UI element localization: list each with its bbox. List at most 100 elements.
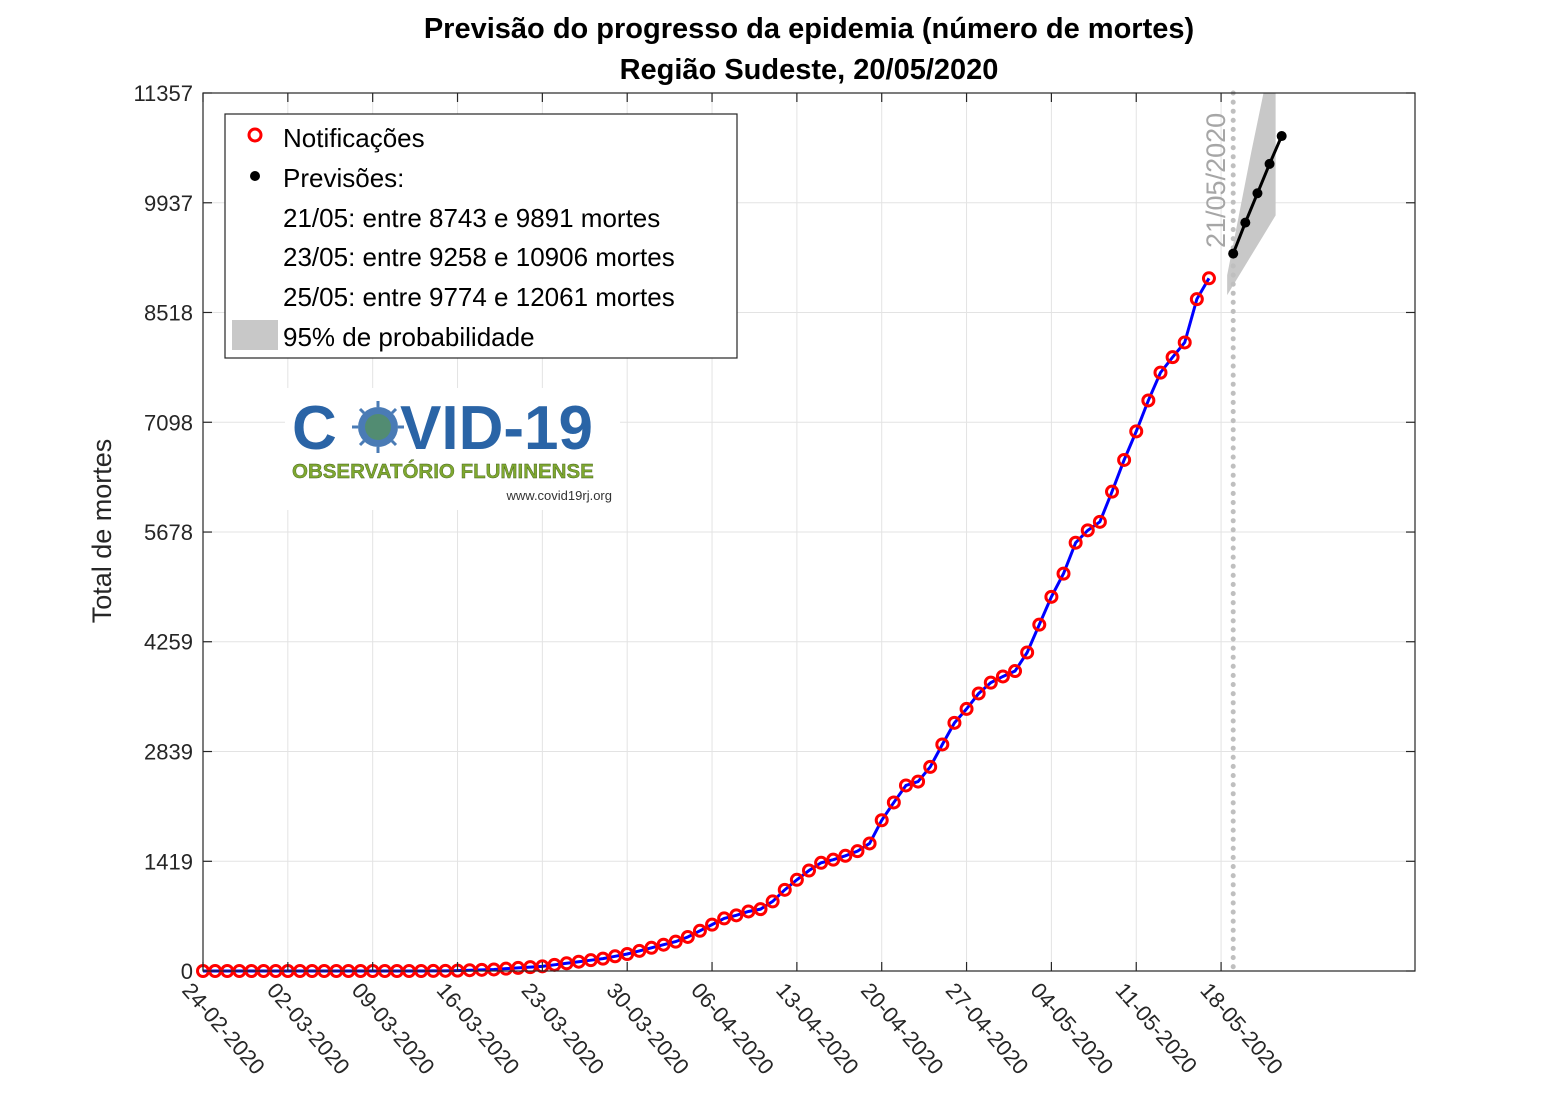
logo-background [285,388,620,510]
y-tick-label: 7098 [144,410,193,435]
notificacao-point [644,940,659,955]
notificacao-point [838,848,853,863]
notificacao-point [777,882,792,897]
y-tick-label: 11357 [133,81,193,106]
notificacao-point [814,855,829,870]
legend-forecast-25-05: 25/05: entre 9774 e 12061 mortes [283,282,675,312]
notificacao-point [1008,664,1023,679]
notificacao-point [923,759,938,774]
logo-site: www.covid19rj.org [506,488,613,503]
legend-forecast-21-05: 21/05: entre 8743 e 9891 mortes [283,203,660,233]
x-tick-label: 27-04-2020 [941,978,1034,1079]
notificacao-point [802,863,816,878]
notificacao-point [1201,271,1216,286]
notificacao-point [1092,514,1107,529]
notificacao-point [1141,393,1156,408]
notificacao-point [886,795,901,810]
x-tick-label: 13-04-2020 [771,978,864,1079]
x-tick-label: 23-03-2020 [517,978,610,1079]
notificacao-point [874,813,889,828]
notificacao-point [1129,424,1144,439]
chart-subtitle: Região Sudeste, 20/05/2020 [620,54,999,86]
notificacao-point [995,669,1010,684]
notificacao-point [632,943,647,958]
notificacao-point [692,923,707,938]
x-tick-label: 06-04-2020 [686,978,779,1079]
notificacao-point [947,715,962,730]
y-tick-label: 0 [181,959,193,984]
x-tick-label: 20-04-2020 [856,978,949,1079]
covid19-logo: C VID-19 OBSERVATÓRIO FLUMINENSE www.cov… [285,388,620,510]
previsao-point [1252,188,1263,199]
chart-title: Previsão do progresso da epidemia (númer… [424,13,1194,45]
x-tick-label: 30-03-2020 [601,978,694,1079]
y-tick-label: 8518 [144,300,193,325]
notificacao-point [826,852,841,867]
legend-previsoes: Previsões: [283,163,404,193]
notificacao-point [1117,452,1132,467]
logo-letter-c: C [292,394,337,463]
notificacao-point [850,844,865,859]
forecast-start-label: 21/05/2020 [1201,113,1231,248]
notificacao-point [608,949,623,964]
notificacao-point [729,908,744,923]
notificacao-point [656,937,671,952]
notificacao-point [911,774,926,789]
legend-band-swatch [232,320,278,350]
x-tick-label: 11-05-2020 [1110,978,1202,1078]
confidence-band [1227,93,1276,296]
confidence-band-area [1227,93,1276,296]
notificacao-point [862,836,877,851]
previsao-point [1240,217,1251,228]
x-tick-label: 04-05-2020 [1026,978,1119,1079]
notificacoes-line [203,277,1211,973]
legend-forecast-23-05: 23/05: entre 9258 e 10906 mortes [283,242,675,272]
previsao-point [1264,158,1275,169]
forecast-start-line: 21/05/2020 [1201,90,1236,974]
legend-notificacoes: Notificações [283,123,425,153]
notificacao-point [1153,365,1168,380]
notificacao-point [898,778,913,793]
notificacao-point [1189,292,1204,307]
previsao-point [1228,248,1239,259]
notificacao-point [620,946,635,961]
notificacao-point [971,686,986,701]
notificacao-point [741,904,756,919]
x-tick-label: 16-03-2020 [432,978,525,1079]
notificacao-point [1044,589,1059,604]
notificacao-point [789,872,804,887]
notificacao-point [1032,617,1047,632]
notificacao-point [705,917,720,932]
notificacao-point [680,929,695,944]
legend: Notificações Previsões: 21/05: entre 874… [224,113,738,359]
notificacao-point [1068,535,1083,550]
notificacao-point [935,737,950,752]
x-tick-label: 09-03-2020 [347,978,440,1079]
x-tick-label: 18-05-2020 [1195,978,1288,1079]
notificacao-point [1105,484,1119,499]
notificacao-point [1080,523,1095,538]
notificacao-point [595,951,610,966]
notificacao-point [668,934,683,949]
y-tick-label: 2839 [144,740,193,765]
notificacao-point [1056,566,1071,581]
virus-icon [352,401,404,453]
notificacao-point [717,911,732,926]
notificacao-point [983,675,998,690]
y-tick-label: 9937 [144,191,193,216]
x-tick-label: 24-02-2020 [177,978,270,1079]
notificacao-point [765,894,780,909]
y-tick-label: 1419 [144,849,193,874]
notificacao-point [1020,645,1035,660]
legend-previsoes-marker [250,171,260,181]
legend-faixa: 95% de probabilidade [283,322,535,352]
y-axis-label: Total de mortes [87,439,117,624]
notificacao-point [1165,350,1180,365]
y-tick-label: 5678 [144,520,193,545]
legend-box [224,113,738,359]
notificacao-point [959,701,974,716]
logo-title: VID-19 [400,394,593,463]
y-ticks: 0 1419 2839 4259 5678 7098 8518 9937 11357 [133,81,1415,984]
logo-subtitle: OBSERVATÓRIO FLUMINENSE [292,459,594,483]
